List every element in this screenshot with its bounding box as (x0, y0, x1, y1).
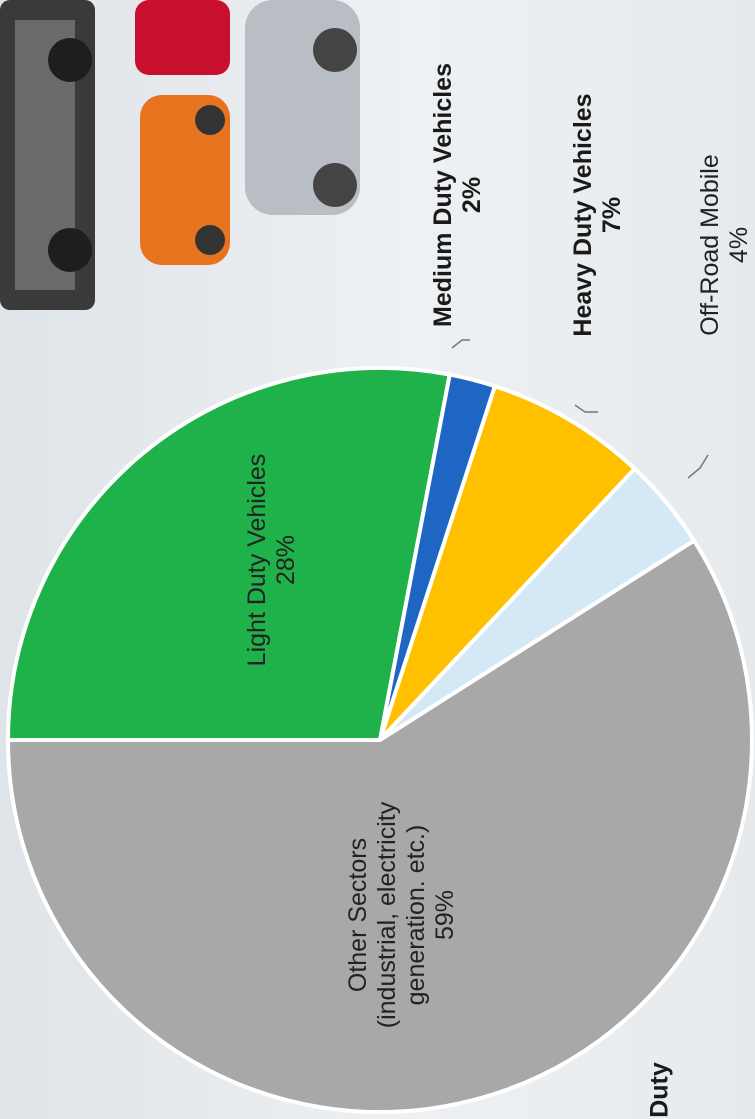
category-label: Other Sectors (industrial, electricity g… (344, 801, 430, 1029)
wheel (48, 38, 92, 82)
category-label: Off-Road Mobile (696, 154, 724, 336)
cropped-label: Duty (645, 1062, 674, 1118)
pie-slice (5, 537, 754, 1114)
slice-label: Other Sectors (industrial, electricity g… (344, 780, 460, 1050)
slice-label: Light Duty Vehicles 28% (243, 410, 301, 710)
category-label: Medium Duty Vehicles (429, 63, 457, 327)
wheel (195, 105, 225, 135)
value-label: 28% (272, 534, 300, 586)
orange-car-image (140, 95, 230, 265)
red-car-image (135, 0, 230, 75)
pie-slice (378, 383, 638, 742)
vehicle-photos (0, 0, 360, 310)
slice-label: Medium Duty Vehicles 2% (429, 45, 487, 345)
value-label: 7% (598, 196, 626, 234)
value-label: 59% (431, 889, 459, 941)
slice-label: Heavy Duty Vehicles 7% (569, 65, 627, 365)
leader-lines (451, 339, 709, 479)
category-label: Light Duty Vehicles (243, 453, 271, 667)
wheel (313, 28, 357, 72)
leader-line (574, 404, 598, 413)
slice-label: Off-Road Mobile 4% (696, 120, 754, 370)
wheel (48, 228, 92, 272)
value-label: 4% (725, 226, 753, 264)
leader-line (687, 454, 709, 479)
wheel (195, 225, 225, 255)
value-label: 2% (458, 176, 486, 214)
leader-line (451, 339, 470, 349)
category-label: Heavy Duty Vehicles (569, 93, 597, 337)
pie (5, 366, 754, 1114)
wheel (313, 163, 357, 207)
pie-slice (5, 366, 453, 742)
